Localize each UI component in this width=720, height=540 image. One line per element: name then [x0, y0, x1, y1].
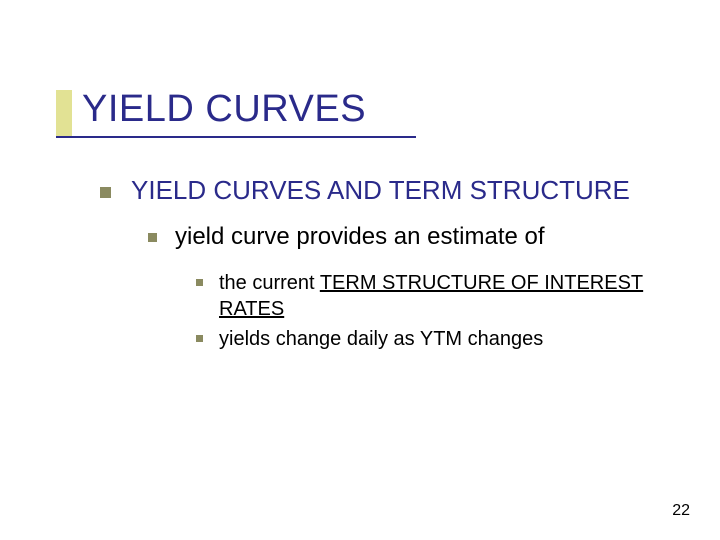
level3-text: yields change daily as YTM changes — [219, 326, 543, 352]
slide-title: YIELD CURVES — [82, 88, 366, 131]
page-number: 22 — [672, 502, 690, 520]
title-underline — [56, 136, 416, 138]
square-bullet-icon — [100, 187, 111, 198]
level3-prefix: the current — [219, 272, 320, 294]
bullet-level3-item1: the current TERM STRUCTURE OF INTEREST R… — [196, 270, 676, 322]
bullet-level2: yield curve provides an estimate of — [148, 223, 545, 251]
slide-title-block: YIELD CURVES — [82, 88, 366, 131]
level2-text: yield curve provides an estimate of — [175, 223, 545, 251]
square-bullet-icon — [196, 279, 203, 286]
square-bullet-icon — [196, 335, 203, 342]
square-bullet-icon — [148, 233, 157, 242]
level1-text: YIELD CURVES AND TERM STRUCTURE — [131, 175, 630, 206]
level3-text: the current TERM STRUCTURE OF INTEREST R… — [219, 270, 676, 322]
bullet-level3-item2: yields change daily as YTM changes — [196, 326, 676, 352]
bullet-level1: YIELD CURVES AND TERM STRUCTURE — [100, 175, 630, 206]
title-accent-bar — [56, 90, 72, 136]
